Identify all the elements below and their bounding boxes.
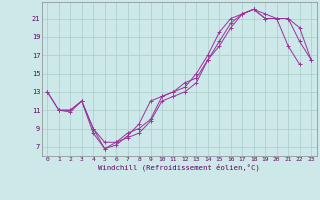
X-axis label: Windchill (Refroidissement éolien,°C): Windchill (Refroidissement éolien,°C)	[98, 164, 260, 171]
